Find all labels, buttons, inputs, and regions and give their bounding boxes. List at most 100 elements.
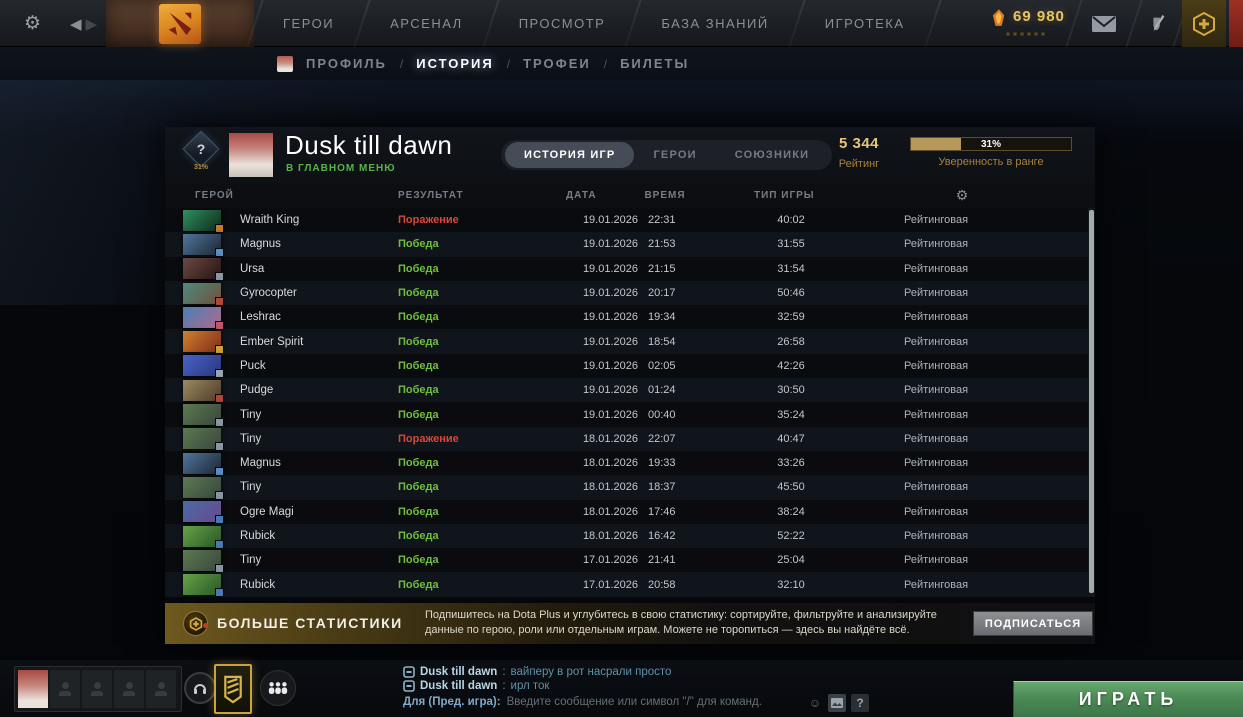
- table-row[interactable]: Puck Победа 19.01.2026 02:05 42:26 Рейтингова…: [165, 353, 1095, 379]
- subnav-item-profile[interactable]: ПРОФИЛЬ: [306, 56, 387, 71]
- banner-title: БОЛЬШЕ СТАТИСТИКИ: [217, 615, 403, 631]
- guild-button[interactable]: [214, 664, 252, 714]
- table-row[interactable]: Tiny Победа 19.01.2026 00:40 35:24 Рейтингова…: [165, 402, 1095, 428]
- table-row[interactable]: Ember Spirit Победа 19.01.2026 18:54 26:58 Ре…: [165, 329, 1095, 355]
- tab-heroes[interactable]: ГЕРОИ: [653, 149, 697, 161]
- image-attach-button[interactable]: [828, 694, 846, 712]
- top-navigation-bar: ⚙ ◀ ▶ ГЕРОИ АРСЕНАЛ ПРОСМОТР БАЗА ЗНАНИЙ: [0, 0, 1243, 47]
- match-type: Рейтинговая: [904, 238, 969, 251]
- match-result: Победа: [398, 262, 439, 275]
- table-row[interactable]: Rubick Победа 17.01.2026 20:58 32:10 Рейтинго…: [165, 572, 1095, 597]
- hero-badge-icon: [215, 515, 224, 525]
- home-button[interactable]: [106, 0, 254, 47]
- tab-allies[interactable]: СОЮЗНИКИ: [734, 149, 810, 161]
- match-duration: 38:24: [777, 505, 805, 518]
- armory-shield-button[interactable]: [1135, 0, 1180, 47]
- party-slot-empty[interactable]: [82, 670, 112, 708]
- hero-name: Puck: [240, 359, 266, 372]
- party-slot-empty[interactable]: [50, 670, 80, 708]
- avatar[interactable]: [229, 133, 273, 177]
- subnav-item-tickets[interactable]: БИЛЕТЫ: [620, 56, 690, 71]
- table-row[interactable]: Rubick Победа 18.01.2026 16:42 52:22 Рейтинго…: [165, 523, 1095, 549]
- emoticon-button[interactable]: ☺: [808, 696, 822, 710]
- chat-help-button[interactable]: ?: [851, 694, 869, 712]
- play-button[interactable]: ИГРАТЬ: [1013, 681, 1243, 717]
- scrollbar-thumb[interactable]: [1089, 210, 1094, 593]
- column-header-date: ДАТА: [566, 190, 597, 201]
- match-date: 19.01.2026: [582, 262, 638, 275]
- match-date: 19.01.2026: [582, 384, 638, 397]
- profile-header: ? 31% Dusk till dawn В ГЛАВНОМ МЕНЮ ИСТО…: [165, 127, 1095, 183]
- nav-item-watch[interactable]: ПРОСМОТР: [518, 16, 606, 31]
- subscribe-button[interactable]: ПОДПИСАТЬСЯ: [973, 611, 1093, 636]
- nav-item-labs[interactable]: ИГРОТЕКА: [824, 16, 905, 31]
- confidence-progress-fill: [911, 138, 961, 150]
- voice-chat-button[interactable]: [184, 672, 216, 704]
- match-time: 16:42: [648, 530, 676, 542]
- table-row[interactable]: Tiny Победа 17.01.2026 21:41 25:04 Рейтингова…: [165, 548, 1095, 573]
- match-date: 19.01.2026: [582, 408, 638, 421]
- table-row[interactable]: Wraith King Поражение 19.01.2026 22:31 40:02…: [165, 208, 1095, 233]
- party-slot-empty[interactable]: [146, 670, 176, 708]
- nav-item-heroes[interactable]: ГЕРОИ: [283, 16, 335, 31]
- rank-confidence-block: 31% Уверенность в ранге: [910, 137, 1072, 168]
- party-slot-self[interactable]: [18, 670, 48, 708]
- table-row[interactable]: Pudge Победа 19.01.2026 01:24 30:50 Рейтингов…: [165, 378, 1095, 403]
- back-arrow-icon[interactable]: ◀: [70, 15, 82, 33]
- column-header-result: РЕЗУЛЬТАТ: [398, 190, 464, 201]
- hero-name: Leshrac: [240, 311, 281, 324]
- hero-badge-icon: [215, 442, 224, 452]
- hero-badge-icon: [215, 418, 224, 428]
- match-type: Рейтинговая: [904, 214, 969, 227]
- table-row[interactable]: Magnus Победа 18.01.2026 19:33 33:26 Рейтинго…: [165, 450, 1095, 476]
- subnav-item-trophies[interactable]: ТРОФЕИ: [523, 56, 591, 71]
- chat-input[interactable]: Для (Пред. игра): Введите сообщение или …: [403, 696, 873, 708]
- table-row[interactable]: Gyrocopter Победа 19.01.2026 20:17 50:46 Рейт…: [165, 280, 1095, 306]
- table-settings-gear-icon[interactable]: ⚙: [955, 187, 970, 203]
- table-row[interactable]: Leshrac Победа 19.01.2026 19:34 32:59 Рейтинг…: [165, 305, 1095, 330]
- hero-portrait-cell: [183, 306, 240, 330]
- table-row[interactable]: Tiny Победа 18.01.2026 18:37 45:50 Рейтингова…: [165, 475, 1095, 500]
- nav-item-learn[interactable]: БАЗА ЗНАНИЙ: [661, 16, 769, 31]
- nav-item-armory[interactable]: АРСЕНАЛ: [390, 16, 463, 31]
- friends-button[interactable]: [260, 670, 296, 706]
- hero-portrait-cell: [183, 549, 240, 573]
- shards-balance[interactable]: 69 980: [992, 8, 1065, 28]
- match-time: 21:41: [648, 554, 676, 567]
- table-row[interactable]: Ursa Победа 19.01.2026 21:15 31:54 Рейтингова…: [165, 256, 1095, 282]
- dota-plus-button[interactable]: [1182, 0, 1226, 47]
- match-duration: 40:02: [777, 214, 805, 227]
- party-slot-empty[interactable]: [114, 670, 144, 708]
- rank-medal-percent: 31%: [193, 164, 208, 171]
- match-type: Рейтинговая: [904, 287, 969, 300]
- table-row[interactable]: Magnus Победа 19.01.2026 21:53 31:55 Рейтинго…: [165, 232, 1095, 257]
- subnav-item-history[interactable]: ИСТОРИЯ: [416, 56, 494, 71]
- match-time: 18:54: [648, 335, 676, 348]
- hero-name: Magnus: [240, 457, 281, 470]
- match-time: 22:31: [648, 214, 676, 227]
- banner-red-dot: [203, 623, 208, 628]
- mini-avatar: [277, 55, 293, 72]
- match-time: 20:17: [648, 287, 676, 300]
- mail-icon: [1092, 15, 1116, 32]
- column-header-time: ВРЕМЯ: [644, 190, 686, 201]
- table-row[interactable]: Tiny Поражение 18.01.2026 22:07 40:47 Рейтинг…: [165, 426, 1095, 452]
- hero-name: Tiny: [240, 554, 262, 567]
- headset-icon: [194, 684, 206, 694]
- hero-name: Tiny: [240, 408, 262, 421]
- tab-match-history[interactable]: ИСТОРИЯ ИГР: [505, 142, 635, 168]
- match-duration: 40:47: [777, 432, 805, 445]
- settings-gear-icon[interactable]: ⚙: [24, 13, 42, 34]
- chat-message: Dusk till dawn : ирл ток: [403, 679, 873, 693]
- dota-plus-hexagon-icon: [1193, 11, 1215, 36]
- table-row[interactable]: Ogre Magi Победа 18.01.2026 17:46 38:24 Рейти…: [165, 499, 1095, 525]
- hero-portrait: [183, 233, 224, 257]
- player-name: Dusk till dawn: [285, 130, 453, 160]
- mail-button[interactable]: [1075, 0, 1133, 47]
- match-date: 18.01.2026: [582, 481, 638, 494]
- hero-portrait: [183, 355, 224, 379]
- match-duration: 42:26: [777, 359, 805, 372]
- player-status: В ГЛАВНОМ МЕНЮ: [286, 163, 396, 174]
- forward-arrow-icon[interactable]: ▶: [85, 15, 98, 33]
- match-duration: 30:50: [777, 384, 805, 397]
